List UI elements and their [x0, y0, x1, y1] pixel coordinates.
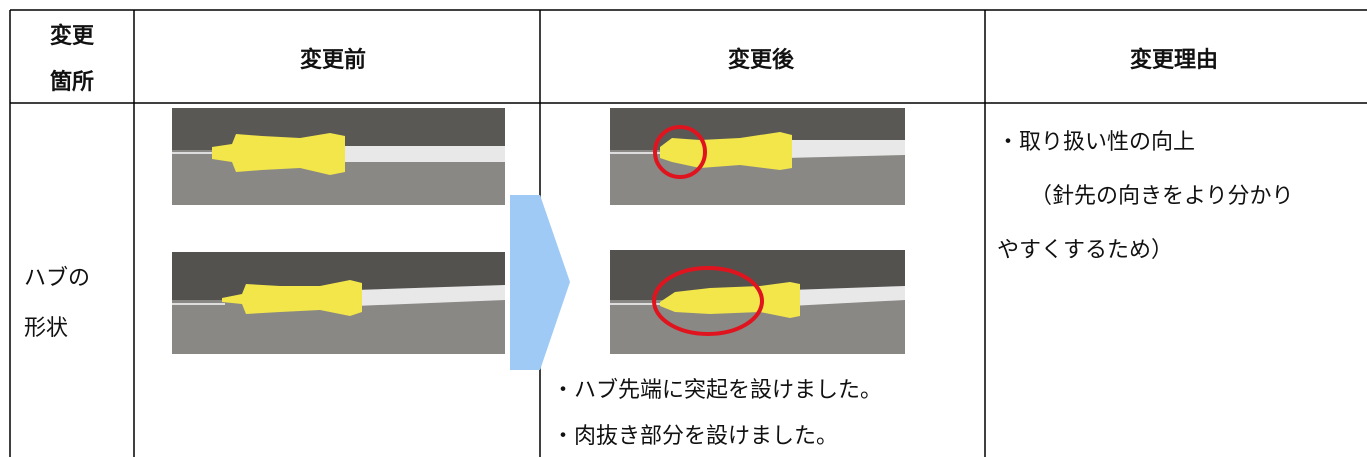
row-label: 形状 [24, 316, 69, 341]
arrow [510, 195, 570, 370]
header-cell: 変更後 [728, 48, 795, 73]
note: ・肉抜き部分を設けました。 [552, 424, 839, 449]
photo-after-2 [610, 250, 905, 354]
reason: （針先の向きをより分かり [1030, 184, 1294, 209]
header-cell: 変更 [50, 24, 95, 49]
photo-before-1 [172, 108, 505, 205]
reason: ・取り扱い性の向上 [997, 130, 1196, 155]
header-cell: 箇所 [50, 70, 95, 95]
note: ・ハブ先端に突起を設けました。 [552, 378, 883, 403]
photo-before-2 [172, 252, 505, 354]
row-label: ハブの [24, 266, 91, 291]
reason: やすくするため） [997, 238, 1174, 263]
header-cell: 変更前 [300, 48, 367, 73]
header-cell: 変更理由 [1130, 48, 1219, 73]
photo-after-1 [610, 108, 905, 205]
